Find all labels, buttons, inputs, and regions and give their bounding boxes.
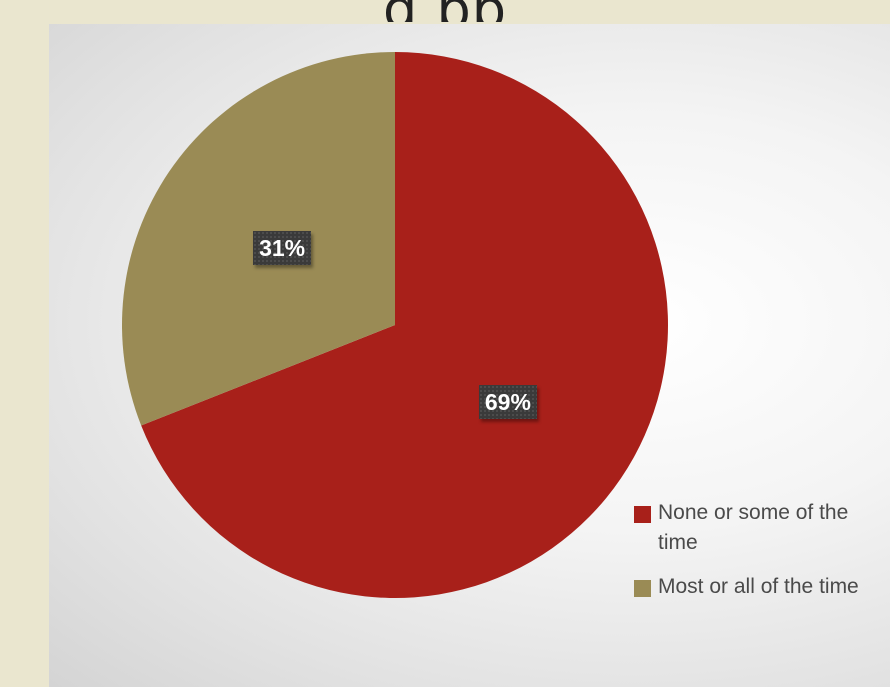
legend-label-none-or-some: None or some of the time <box>658 501 849 554</box>
slide-title: g pp <box>0 0 890 22</box>
legend-swatch-most-or-all <box>634 580 651 597</box>
data-label-none-or-some: 69% <box>478 384 537 419</box>
pie-slice-none-or-some <box>141 52 668 598</box>
legend: None or some of the time Most or all of … <box>630 498 890 616</box>
legend-swatch-none-or-some <box>634 506 651 523</box>
chart-area: 69% 31% None or some of the time Most or… <box>49 24 890 687</box>
legend-item-most-or-all: Most or all of the time <box>630 572 888 602</box>
legend-label-most-or-all: Most or all of the time <box>658 575 859 598</box>
data-label-most-or-all: 31% <box>253 231 312 266</box>
legend-item-none-or-some: None or some of the time <box>630 498 888 558</box>
